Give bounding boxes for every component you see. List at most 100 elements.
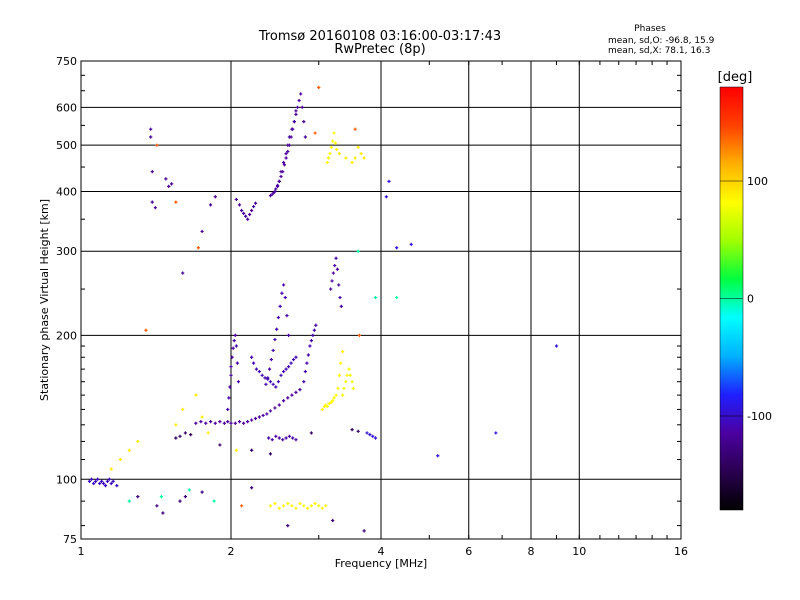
data-point xyxy=(101,481,106,486)
data-point xyxy=(331,399,335,403)
data-point xyxy=(341,349,345,354)
data-point xyxy=(347,367,351,371)
data-point xyxy=(362,156,366,160)
data-point xyxy=(342,386,346,390)
data-point xyxy=(271,382,275,386)
y-tick-label: 75 xyxy=(63,533,77,546)
data-point xyxy=(436,454,440,458)
data-point xyxy=(98,481,102,486)
data-point xyxy=(268,380,273,384)
x-tick-label: 1 xyxy=(78,545,85,558)
data-point xyxy=(350,428,354,432)
data-point xyxy=(280,291,284,295)
data-point xyxy=(270,438,274,442)
data-point xyxy=(174,436,178,440)
data-point xyxy=(155,504,159,508)
x-axis-ticks: 1 2 4 6 8 10 16 xyxy=(78,61,688,558)
colorbar-tick-label: -100 xyxy=(747,410,772,423)
data-point xyxy=(290,127,294,131)
data-point xyxy=(268,504,273,508)
data-point xyxy=(309,504,314,508)
data-point xyxy=(348,373,352,377)
data-point xyxy=(107,477,111,481)
y-tick-label: 500 xyxy=(56,139,77,152)
data-point xyxy=(336,386,340,390)
y-axis-label: Stationary phase Virtual Height [km] xyxy=(38,199,51,401)
data-point xyxy=(309,431,314,435)
data-point xyxy=(306,506,310,510)
data-point xyxy=(118,457,123,462)
data-point xyxy=(291,357,296,362)
data-point xyxy=(167,184,171,188)
data-point xyxy=(189,433,193,437)
data-point xyxy=(320,407,324,412)
data-point xyxy=(268,409,273,413)
data-point xyxy=(309,339,314,343)
data-point xyxy=(273,501,277,506)
data-point xyxy=(89,477,94,481)
data-point xyxy=(250,355,254,359)
data-point xyxy=(277,506,281,510)
data-point xyxy=(287,333,291,337)
data-point xyxy=(313,501,317,506)
data-point xyxy=(294,355,298,359)
data-point xyxy=(181,407,185,412)
x-tick-label: 16 xyxy=(674,545,688,558)
data-point xyxy=(409,242,413,247)
data-point xyxy=(227,396,231,400)
y-tick-label: 100 xyxy=(56,473,77,486)
data-point xyxy=(302,380,306,384)
data-point xyxy=(250,418,254,422)
chart-title: Tromsø 20160108 03:16:00-03:17:43 xyxy=(258,29,501,44)
data-point xyxy=(92,481,96,486)
data-point xyxy=(170,182,174,186)
data-point xyxy=(281,160,286,165)
data-point xyxy=(213,195,217,199)
data-point xyxy=(250,486,254,490)
data-point xyxy=(194,421,198,425)
data-point xyxy=(229,421,233,425)
data-point xyxy=(286,149,290,154)
data-point xyxy=(149,135,153,139)
data-point xyxy=(136,494,140,499)
data-point xyxy=(286,501,290,506)
data-point xyxy=(127,499,131,503)
data-point xyxy=(270,192,274,196)
x-axis-label: Frequency [MHz] xyxy=(335,557,427,570)
y-axis-ticks: 75 100 200 300 400 500 600 750 xyxy=(56,55,681,546)
data-point xyxy=(230,355,234,359)
data-point xyxy=(103,484,108,488)
data-point xyxy=(257,415,261,419)
data-point xyxy=(373,436,378,440)
data-point xyxy=(281,283,286,287)
data-point xyxy=(264,382,268,386)
data-point xyxy=(329,145,333,149)
data-point xyxy=(178,499,182,503)
data-point xyxy=(281,438,285,442)
data-point xyxy=(327,156,331,160)
data-point xyxy=(277,179,281,183)
data-point xyxy=(331,271,335,275)
data-point xyxy=(357,333,361,337)
y-tick-label: 750 xyxy=(56,55,77,68)
data-point xyxy=(265,412,269,416)
data-point xyxy=(353,127,357,131)
data-point xyxy=(332,396,336,400)
data-point xyxy=(269,357,273,362)
data-point xyxy=(235,361,239,365)
data-point xyxy=(279,373,283,377)
data-point xyxy=(273,189,277,194)
data-point xyxy=(239,208,244,213)
data-point xyxy=(300,105,304,109)
colorbar-label: [deg] xyxy=(718,70,753,85)
data-point xyxy=(365,431,369,435)
data-point xyxy=(330,279,334,283)
data-point xyxy=(250,448,254,452)
data-point xyxy=(334,256,338,260)
data-point xyxy=(290,393,294,397)
data-point xyxy=(344,380,348,384)
data-point xyxy=(111,479,115,483)
data-point xyxy=(274,385,278,389)
data-point xyxy=(494,431,498,435)
data-point xyxy=(281,399,286,403)
